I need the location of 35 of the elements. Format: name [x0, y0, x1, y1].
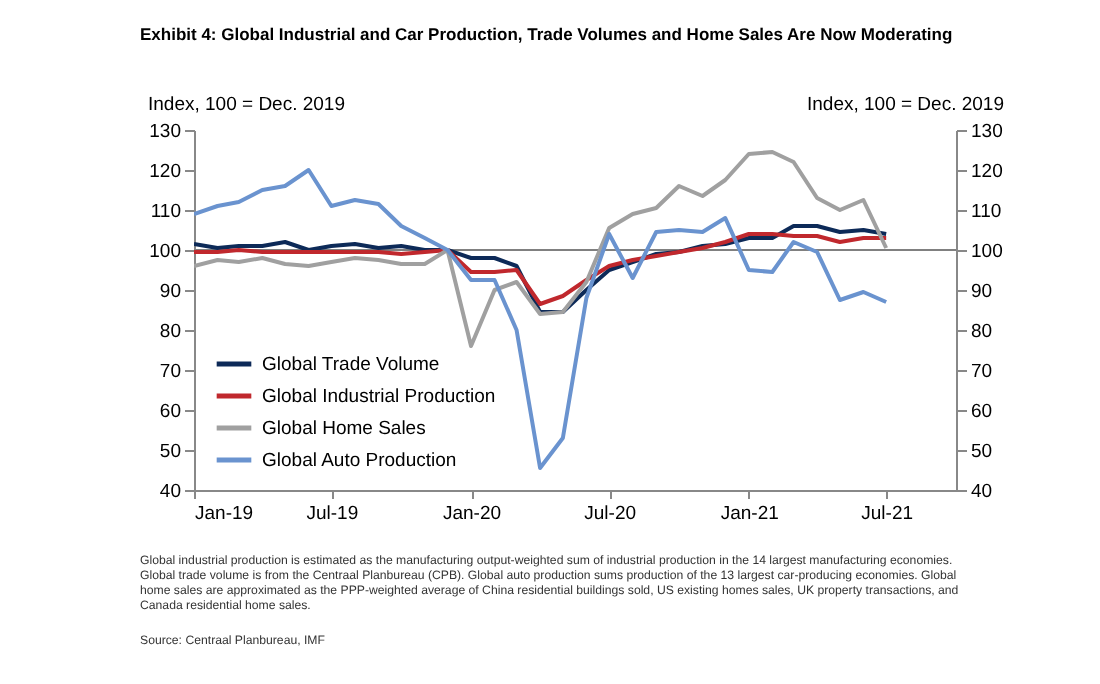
x-tick-label: Jul-21 — [861, 503, 914, 525]
x-tick-label: Jul-20 — [584, 503, 637, 525]
y-tick-label: 100 — [149, 241, 181, 263]
y2-tick-label: 70 — [971, 361, 993, 383]
x-tick-label: Jan-19 — [195, 503, 254, 525]
y2-tick-label: 120 — [971, 161, 1003, 183]
y2-axis-title: Index, 100 = Dec. 2019 — [806, 94, 1004, 116]
legend-label: Global Trade Volume — [262, 354, 440, 376]
chart-title: Exhibit 4: Global Industrial and Car Production, Trade Volumes and Home Sales Are Now Moderating — [140, 24, 953, 44]
y2-tick-label: 110 — [971, 201, 1002, 223]
line-series — [194, 150, 889, 348]
y-tick-label: 120 — [149, 161, 181, 183]
x-tick-label: Jul-19 — [306, 503, 359, 525]
legend-label: Global Auto Production — [262, 450, 457, 472]
line-series — [194, 168, 889, 470]
legend-label: Global Home Sales — [262, 418, 427, 440]
y-tick-label: 90 — [159, 281, 181, 303]
y-tick-label: 60 — [159, 401, 181, 423]
y2-tick-label: 130 — [971, 121, 1003, 143]
y2-tick-label: 80 — [971, 321, 993, 343]
y-tick-label: 80 — [159, 321, 181, 343]
y2-tick-label: 50 — [971, 441, 993, 463]
y-axis-title: Index, 100 = Dec. 2019 — [148, 94, 346, 116]
x-tick-label: Jan-21 — [720, 503, 779, 525]
y-tick-label: 110 — [150, 201, 181, 223]
legend-label: Global Industrial Production — [262, 386, 496, 408]
y2-tick-label: 90 — [971, 281, 993, 303]
y2-tick-label: 40 — [971, 481, 993, 503]
x-tick-label: Jan-20 — [442, 503, 502, 525]
y2-tick-label: 100 — [971, 241, 1003, 263]
y2-tick-label: 60 — [971, 401, 993, 423]
y-tick-label: 70 — [159, 361, 181, 383]
y-tick-label: 130 — [149, 121, 181, 143]
y-tick-label: 40 — [159, 481, 181, 503]
y-tick-label: 50 — [159, 441, 181, 463]
